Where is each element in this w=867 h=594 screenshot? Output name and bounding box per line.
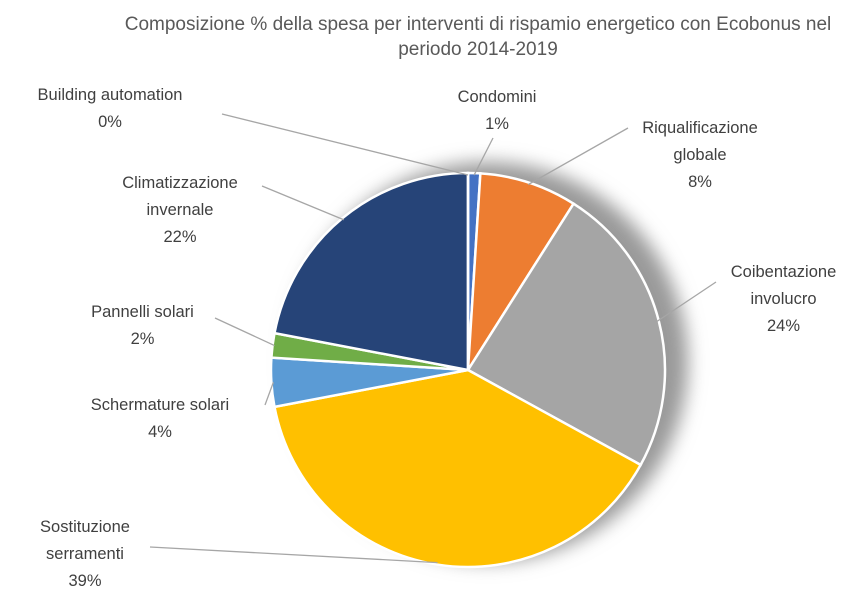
pie-slice: [466, 201, 667, 467]
leader-line: [214, 317, 275, 347]
slice-label: Climatizzazione invernale 22%: [95, 170, 265, 251]
leader-line: [473, 137, 494, 176]
pie-slice: [273, 368, 643, 569]
slice-label: Riqualificazione globale 8%: [615, 115, 785, 196]
slice-label: Pannelli solari 2%: [60, 299, 225, 353]
value-label: 4%: [148, 423, 172, 441]
value-label: 1%: [485, 115, 509, 133]
leader-line: [527, 127, 629, 186]
value-label: 0%: [98, 113, 122, 131]
pie-slice: [273, 171, 470, 372]
leader-line: [221, 113, 469, 176]
value-label: 8%: [688, 173, 712, 191]
category-label: Riqualificazione globale: [642, 119, 758, 164]
chart-title: Composizione % della spesa per intervent…: [124, 14, 832, 60]
category-label: Condomini: [457, 88, 537, 106]
value-label: 39%: [68, 572, 102, 590]
slice-label: Building automation 0%: [5, 82, 215, 136]
value-label: 22%: [163, 228, 197, 246]
slice-label: Condomini 1%: [447, 84, 547, 138]
category-label: Building automation: [37, 86, 183, 104]
category-label: Schermature solari: [90, 396, 230, 414]
category-label: Coibentazione involucro: [730, 263, 837, 308]
leader-line: [656, 281, 717, 323]
slice-label: Sostituzione serramenti 39%: [10, 514, 160, 594]
value-label: 24%: [766, 317, 801, 335]
leader-line: [149, 546, 438, 564]
slice-label: Coibentazione involucro 24%: [700, 259, 867, 340]
value-label: 2%: [130, 330, 155, 348]
category-label: Sostituzione serramenti: [40, 518, 130, 563]
slice-label: Schermature solari 4%: [60, 392, 260, 446]
category-label: Climatizzazione invernale: [122, 174, 238, 219]
category-label: Pannelli solari: [91, 303, 194, 321]
leader-line: [261, 185, 344, 221]
pie-slice: [466, 172, 576, 371]
leader-line: [264, 382, 274, 406]
